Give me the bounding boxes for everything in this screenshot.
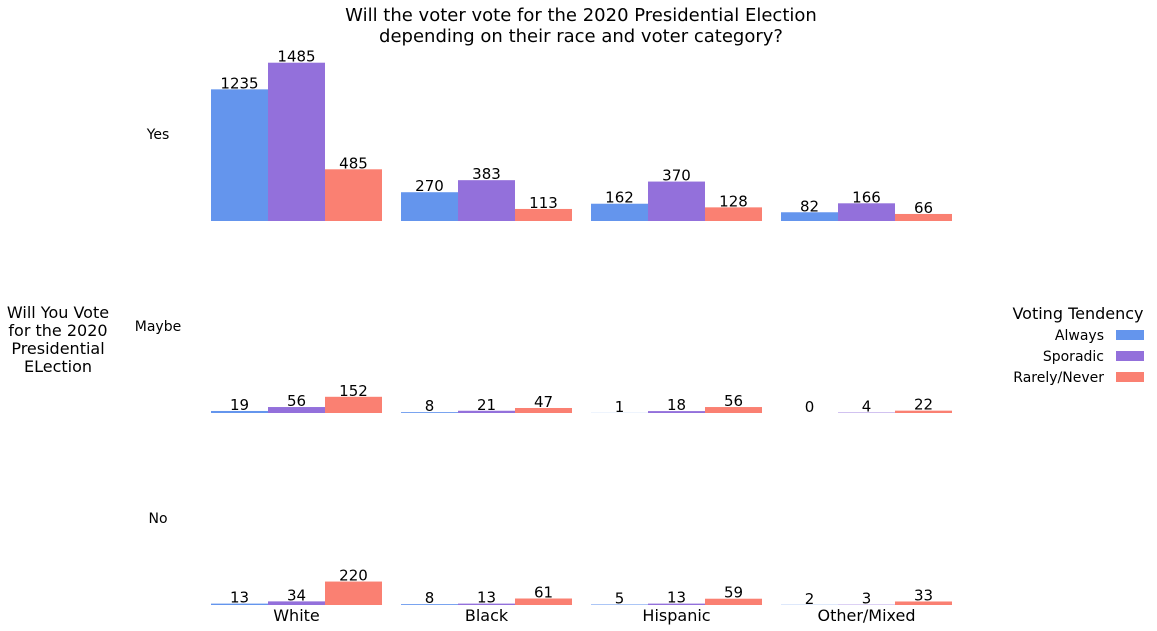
value-label-white-rarely-never-maybe: 152	[339, 382, 368, 400]
bar-white-sporadic-maybe	[268, 407, 325, 413]
value-label-white-sporadic-maybe: 56	[287, 392, 306, 410]
category-labels: White Black Hispanic Other/Mixed	[273, 606, 915, 625]
value-label-hispanic-sporadic-maybe: 18	[667, 396, 686, 414]
value-label-hispanic-always-maybe: 1	[615, 398, 625, 416]
value-label-other-mixed-always-maybe: 0	[805, 398, 815, 416]
chart-title-line-2: depending on their race and voter catego…	[379, 26, 783, 47]
bar-hispanic-rarely-never-yes	[705, 207, 762, 221]
value-label-hispanic-always-no: 5	[615, 589, 625, 607]
value-label-hispanic-sporadic-yes: 370	[662, 167, 691, 185]
bar-black-sporadic-maybe	[458, 410, 515, 413]
legend-label-rarely-never: Rarely/Never	[1013, 370, 1104, 386]
value-label-white-rarely-never-no: 220	[339, 567, 368, 585]
bar-hispanic-rarely-never-maybe	[705, 407, 762, 413]
legend-swatch-sporadic	[1116, 351, 1144, 361]
bar-white-always-maybe	[211, 410, 268, 413]
bar-white-sporadic-yes	[268, 62, 325, 221]
value-label-white-always-maybe: 19	[230, 396, 249, 414]
value-label-white-sporadic-yes: 1485	[277, 48, 315, 66]
row-labels: Yes Maybe No	[135, 127, 181, 527]
bar-black-always-yes	[401, 192, 458, 221]
bars	[211, 62, 952, 605]
legend-items: Always Sporadic Rarely/Never	[1013, 328, 1144, 386]
bar-white-sporadic-no	[268, 601, 325, 605]
bar-black-rarely-never-maybe	[515, 407, 572, 413]
value-label-other-mixed-always-no: 2	[805, 590, 815, 608]
bar-other-mixed-rarely-never-maybe	[895, 410, 952, 413]
value-label-other-mixed-sporadic-yes: 166	[852, 188, 881, 206]
value-label-other-mixed-sporadic-maybe: 4	[862, 398, 872, 416]
y-axis-label-line-2: for the 2020	[8, 321, 107, 340]
value-label-hispanic-always-yes: 162	[605, 189, 634, 207]
legend-label-sporadic: Sporadic	[1043, 349, 1104, 365]
bar-black-sporadic-yes	[458, 180, 515, 221]
value-label-hispanic-sporadic-no: 13	[667, 589, 686, 607]
y-axis-label-line-1: Will You Vote	[7, 303, 109, 322]
bar-hispanic-always-no	[591, 604, 648, 605]
value-label-white-always-yes: 1235	[220, 74, 258, 92]
bar-other-mixed-rarely-never-no	[895, 601, 952, 605]
category-label-hispanic: Hispanic	[642, 606, 710, 625]
value-label-black-sporadic-maybe: 21	[477, 396, 496, 414]
chart-title-line-1: Will the voter vote for the 2020 Preside…	[345, 5, 817, 26]
y-axis-label-line-3: Presidential	[11, 339, 104, 358]
bar-black-always-maybe	[401, 412, 458, 413]
bar-white-always-no	[211, 603, 268, 605]
value-label-black-always-maybe: 8	[425, 397, 435, 415]
value-label-other-mixed-sporadic-no: 3	[862, 590, 872, 608]
bar-hispanic-sporadic-maybe	[648, 411, 705, 413]
bar-white-rarely-never-no	[325, 581, 382, 605]
value-label-other-mixed-always-yes: 82	[800, 197, 819, 215]
bar-other-mixed-always-yes	[781, 212, 838, 221]
row-label-maybe: Maybe	[135, 319, 181, 335]
value-label-black-rarely-never-yes: 113	[529, 194, 558, 212]
bar-other-mixed-sporadic-yes	[838, 203, 895, 221]
value-label-white-sporadic-no: 34	[287, 586, 306, 604]
value-label-other-mixed-rarely-never-maybe: 22	[914, 396, 933, 414]
value-label-black-always-no: 8	[425, 589, 435, 607]
value-label-white-rarely-never-yes: 485	[339, 154, 368, 172]
y-axis-label-line-4: ELection	[24, 357, 92, 376]
value-label-black-sporadic-no: 13	[477, 589, 496, 607]
row-label-no: No	[148, 511, 167, 527]
bar-other-mixed-rarely-never-yes	[895, 213, 952, 221]
bar-black-sporadic-no	[458, 603, 515, 605]
bar-hispanic-sporadic-no	[648, 603, 705, 605]
value-label-black-always-yes: 270	[415, 177, 444, 195]
bar-black-rarely-never-yes	[515, 208, 572, 221]
legend: Voting Tendency Always Sporadic Rarely/Nev…	[1012, 304, 1144, 386]
legend-swatch-rarely-never	[1116, 372, 1144, 382]
value-label-other-mixed-rarely-never-no: 33	[914, 586, 933, 604]
bar-hispanic-always-yes	[591, 203, 648, 221]
value-label-hispanic-rarely-never-no: 59	[724, 584, 743, 602]
bar-black-rarely-never-no	[515, 598, 572, 605]
category-label-black: Black	[465, 606, 509, 625]
chart-title: Will the voter vote for the 2020 Preside…	[345, 5, 817, 47]
y-axis-label: Will You Vote for the 2020 Presidential …	[7, 303, 109, 376]
value-label-hispanic-rarely-never-maybe: 56	[724, 392, 743, 410]
bar-white-rarely-never-maybe	[325, 396, 382, 413]
row-label-yes: Yes	[146, 127, 170, 143]
legend-label-always: Always	[1055, 328, 1104, 344]
legend-title: Voting Tendency	[1012, 304, 1143, 323]
bar-white-always-yes	[211, 89, 268, 221]
category-label-white: White	[273, 606, 320, 625]
bar-white-rarely-never-yes	[325, 169, 382, 221]
value-label-black-sporadic-yes: 383	[472, 165, 501, 183]
value-label-white-always-no: 13	[230, 589, 249, 607]
category-label-other-mixed: Other/Mixed	[817, 606, 915, 625]
value-label-other-mixed-rarely-never-yes: 66	[914, 199, 933, 217]
value-label-black-rarely-never-no: 61	[534, 583, 553, 601]
value-label-black-rarely-never-maybe: 47	[534, 393, 553, 411]
bar-hispanic-rarely-never-no	[705, 598, 762, 605]
legend-swatch-always	[1116, 330, 1144, 340]
value-label-hispanic-rarely-never-yes: 128	[719, 192, 748, 210]
bar-hispanic-sporadic-yes	[648, 181, 705, 221]
bar-black-always-no	[401, 604, 458, 605]
